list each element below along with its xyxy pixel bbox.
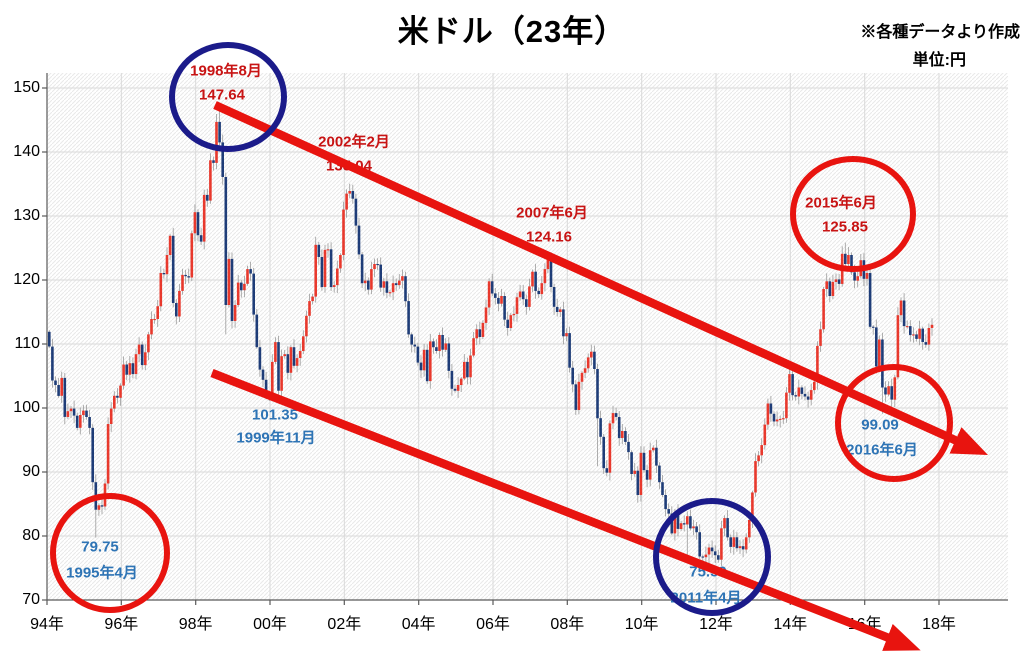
annotation-low-1999: 101.35 xyxy=(252,406,298,424)
y-axis-label: 110 xyxy=(14,335,40,352)
annotation-peak-2015: 2015年6月 xyxy=(805,194,877,212)
source-note: ※各種データより作成 xyxy=(860,24,1020,41)
annotation-low-1995: 1995年4月 xyxy=(66,564,138,582)
x-axis-label: 94年 xyxy=(30,616,64,633)
chart-title: 米ドル（23年） xyxy=(397,14,627,49)
y-axis-label: 150 xyxy=(13,79,40,96)
annotation-low-1999: 1999年11月 xyxy=(236,429,316,447)
y-axis-label: 70 xyxy=(22,591,40,608)
annotation-peak-1998: 147.64 xyxy=(199,86,245,104)
y-axis-label: 100 xyxy=(13,399,40,416)
x-axis-label: 18年 xyxy=(922,616,956,633)
y-axis-label: 130 xyxy=(13,207,40,224)
y-axis-label: 90 xyxy=(22,463,40,480)
unit-note: 単位:円 xyxy=(912,52,966,69)
y-axis-label: 80 xyxy=(22,527,40,544)
annotation-low-2011: 75.59 xyxy=(689,563,727,581)
annotation-low-1995: 79.75 xyxy=(81,538,119,556)
annotation-peak-2007: 124.16 xyxy=(526,228,572,246)
y-axis-label: 120 xyxy=(13,271,40,288)
y-axis-label: 140 xyxy=(13,143,40,160)
annotation-peak-2002: 2002年2月 xyxy=(318,133,390,151)
x-axis-label: 96年 xyxy=(104,616,139,633)
annotation-peak-2007: 2007年6月 xyxy=(516,204,588,222)
annotation-low-2016: 99.09 xyxy=(861,416,899,434)
annotation-peak-2002: 135.04 xyxy=(326,157,372,175)
annotation-low-2016: 2016年6月 xyxy=(846,441,918,459)
annotation-peak-2015: 125.85 xyxy=(822,218,868,236)
x-axis-label: 98年 xyxy=(178,616,213,633)
annotation-low-2011: 2011年4月 xyxy=(670,589,742,607)
annotation-peak-1998: 1998年8月 xyxy=(190,62,262,80)
